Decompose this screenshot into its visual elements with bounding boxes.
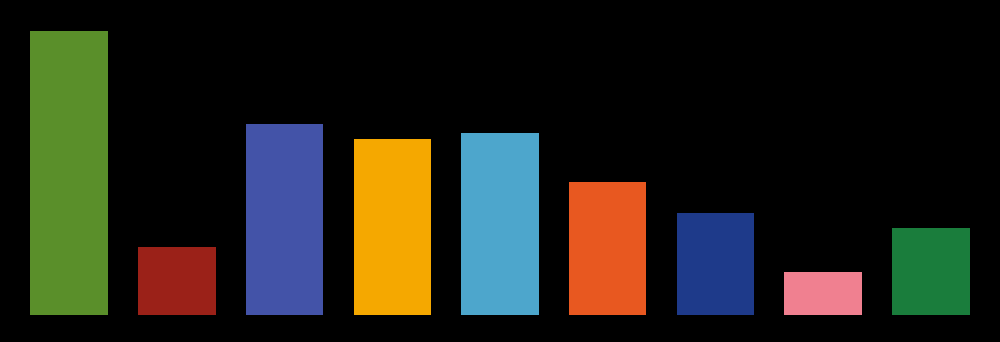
Bar — [784, 272, 862, 315]
Bar — [246, 124, 323, 315]
Bar — [354, 139, 431, 315]
Bar — [138, 247, 216, 315]
Bar — [677, 213, 754, 315]
Bar — [30, 31, 108, 315]
Bar — [569, 182, 646, 315]
Bar — [892, 228, 970, 315]
Bar — [461, 133, 539, 315]
